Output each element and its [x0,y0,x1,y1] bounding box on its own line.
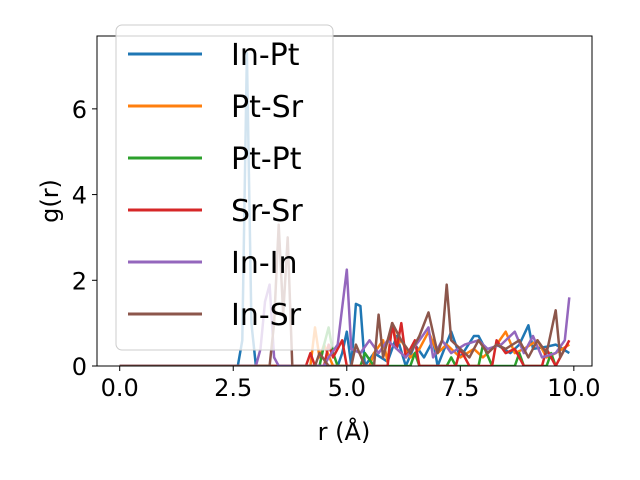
y-axis-label: g(r) [36,179,64,223]
y-tick-label: 2 [72,267,87,295]
x-axis-ticks: 0.0 2.5 5.0 7.5 10.0 [101,366,601,402]
legend-label-sr-sr: Sr-Sr [231,194,303,229]
legend-label-pt-sr: Pt-Sr [231,90,304,125]
axes-frame [96,35,593,367]
legend-label-in-sr: In-Sr [231,298,302,333]
y-axis-ticks: 0 2 4 6 [72,96,97,381]
x-tick-label: 7.5 [441,374,479,402]
x-tick-label: 2.5 [214,374,252,402]
y-tick-label: 0 [72,353,87,381]
series-line-sr-sr [119,321,571,366]
series-line-pt-sr [119,321,570,366]
plot-lines [119,51,571,366]
y-tick-label: 4 [72,182,87,210]
x-tick-label: 0.0 [101,374,139,402]
x-tick-label: 5.0 [328,374,366,402]
x-tick-label: 10.0 [547,374,600,402]
y-tick-label: 6 [72,96,87,124]
series-line-in-sr [119,223,566,366]
legend: In-Pt Pt-Sr Pt-Pt Sr-Sr In-In In-Sr [115,24,334,351]
legend-label-pt-pt: Pt-Pt [231,142,302,177]
legend-label-in-pt: In-Pt [231,38,300,73]
legend-label-in-in: In-In [231,246,298,281]
x-axis-label: r (Å) [318,417,371,446]
series-line-pt-pt [119,326,557,366]
